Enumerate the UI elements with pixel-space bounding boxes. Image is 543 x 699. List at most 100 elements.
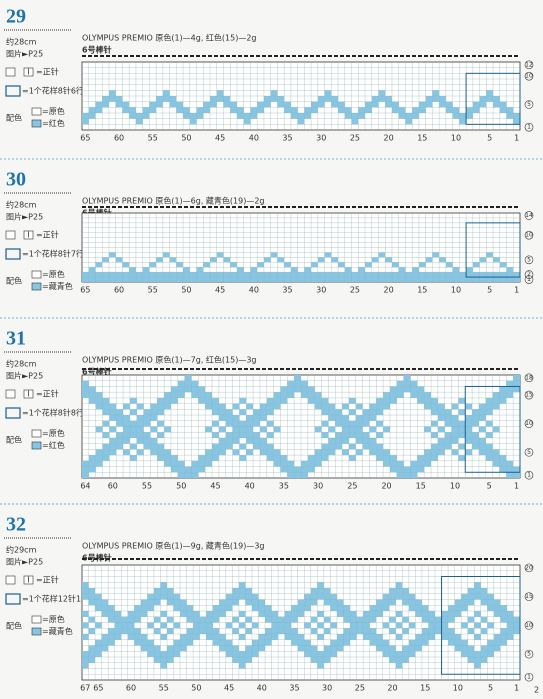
- cell: [466, 272, 473, 278]
- cell: [273, 403, 281, 410]
- cell: [142, 113, 150, 119]
- legend-blank: [5, 67, 16, 77]
- cell: [395, 593, 403, 600]
- cell: [101, 639, 109, 646]
- cell: [88, 616, 96, 623]
- cell: [205, 455, 213, 461]
- cell: [355, 432, 363, 438]
- cell: [160, 634, 167, 640]
- cell: [101, 645, 109, 652]
- row-label: 10: [525, 420, 533, 427]
- cell: [363, 634, 370, 640]
- cell: [486, 90, 494, 96]
- cell: [323, 616, 331, 623]
- cell: [277, 277, 285, 282]
- cell: [362, 415, 370, 421]
- cell: [153, 616, 161, 623]
- cell: [500, 628, 507, 634]
- cell: [142, 272, 150, 278]
- cell: [173, 639, 181, 646]
- cell: [485, 409, 493, 416]
- cell: [246, 426, 254, 433]
- cell: [472, 272, 480, 278]
- cell: [245, 616, 252, 623]
- cell: [177, 466, 185, 473]
- cell: [140, 645, 148, 652]
- cell: [265, 634, 272, 640]
- column-label: 65: [80, 286, 90, 295]
- cell: [219, 645, 226, 652]
- cell: [391, 272, 399, 278]
- cell: [123, 403, 130, 410]
- cell: [156, 101, 163, 108]
- cell: [251, 605, 259, 611]
- cell: [472, 415, 479, 421]
- cell: [149, 277, 157, 282]
- cell: [291, 616, 298, 623]
- cell: [383, 397, 390, 404]
- cell: [216, 272, 224, 278]
- cell: [253, 432, 260, 438]
- cell: [351, 113, 359, 119]
- cell: [290, 267, 298, 273]
- cell: [448, 634, 455, 640]
- cell: [259, 443, 267, 450]
- legend-repeat: [5, 248, 21, 260]
- cell: [135, 113, 143, 119]
- cell: [317, 588, 324, 594]
- cell: [123, 437, 130, 444]
- column-label: 5: [487, 286, 492, 295]
- cell: [189, 113, 197, 119]
- cell: [385, 272, 392, 278]
- cell: [350, 628, 357, 634]
- cell: [351, 272, 359, 278]
- cell: [499, 272, 507, 278]
- knit-label: =正针: [36, 67, 59, 77]
- cell: [250, 267, 258, 273]
- cell: [330, 651, 337, 657]
- row-label: 5: [527, 449, 531, 456]
- cell: [82, 657, 89, 663]
- cell: [474, 622, 481, 629]
- cell: [493, 605, 501, 611]
- cell: [114, 622, 122, 629]
- cell: [176, 277, 184, 282]
- cell: [451, 437, 459, 444]
- column-label: 60: [126, 684, 136, 693]
- column-label: 5: [487, 482, 492, 491]
- cell: [376, 403, 384, 410]
- cell: [236, 113, 244, 119]
- cell: [506, 386, 514, 393]
- cell: [223, 272, 231, 278]
- column-label: 1: [514, 482, 519, 491]
- knit-symbol: I: [27, 68, 29, 77]
- row-circle: [524, 649, 534, 659]
- cell: [437, 426, 445, 433]
- cell: [225, 651, 233, 657]
- cell: [88, 397, 96, 404]
- cell: [383, 449, 390, 456]
- cell: [428, 622, 436, 629]
- cell: [102, 449, 110, 456]
- cell: [485, 403, 493, 410]
- cell: [311, 277, 318, 282]
- cell: [376, 432, 384, 438]
- cell: [250, 107, 258, 113]
- cell: [458, 426, 466, 433]
- swatch: [31, 615, 42, 624]
- cell: [487, 599, 494, 606]
- cell: [467, 588, 475, 594]
- cell: [136, 420, 144, 427]
- cell: [95, 277, 103, 282]
- cell: [465, 449, 473, 456]
- cell: [203, 272, 211, 278]
- cell: [109, 403, 117, 410]
- cell: [363, 622, 370, 629]
- cell: [479, 257, 487, 263]
- cell: [348, 397, 356, 404]
- cell: [212, 628, 220, 634]
- cell: [253, 409, 260, 416]
- cell: [335, 443, 343, 450]
- cell: [122, 107, 130, 113]
- cell: [480, 593, 488, 600]
